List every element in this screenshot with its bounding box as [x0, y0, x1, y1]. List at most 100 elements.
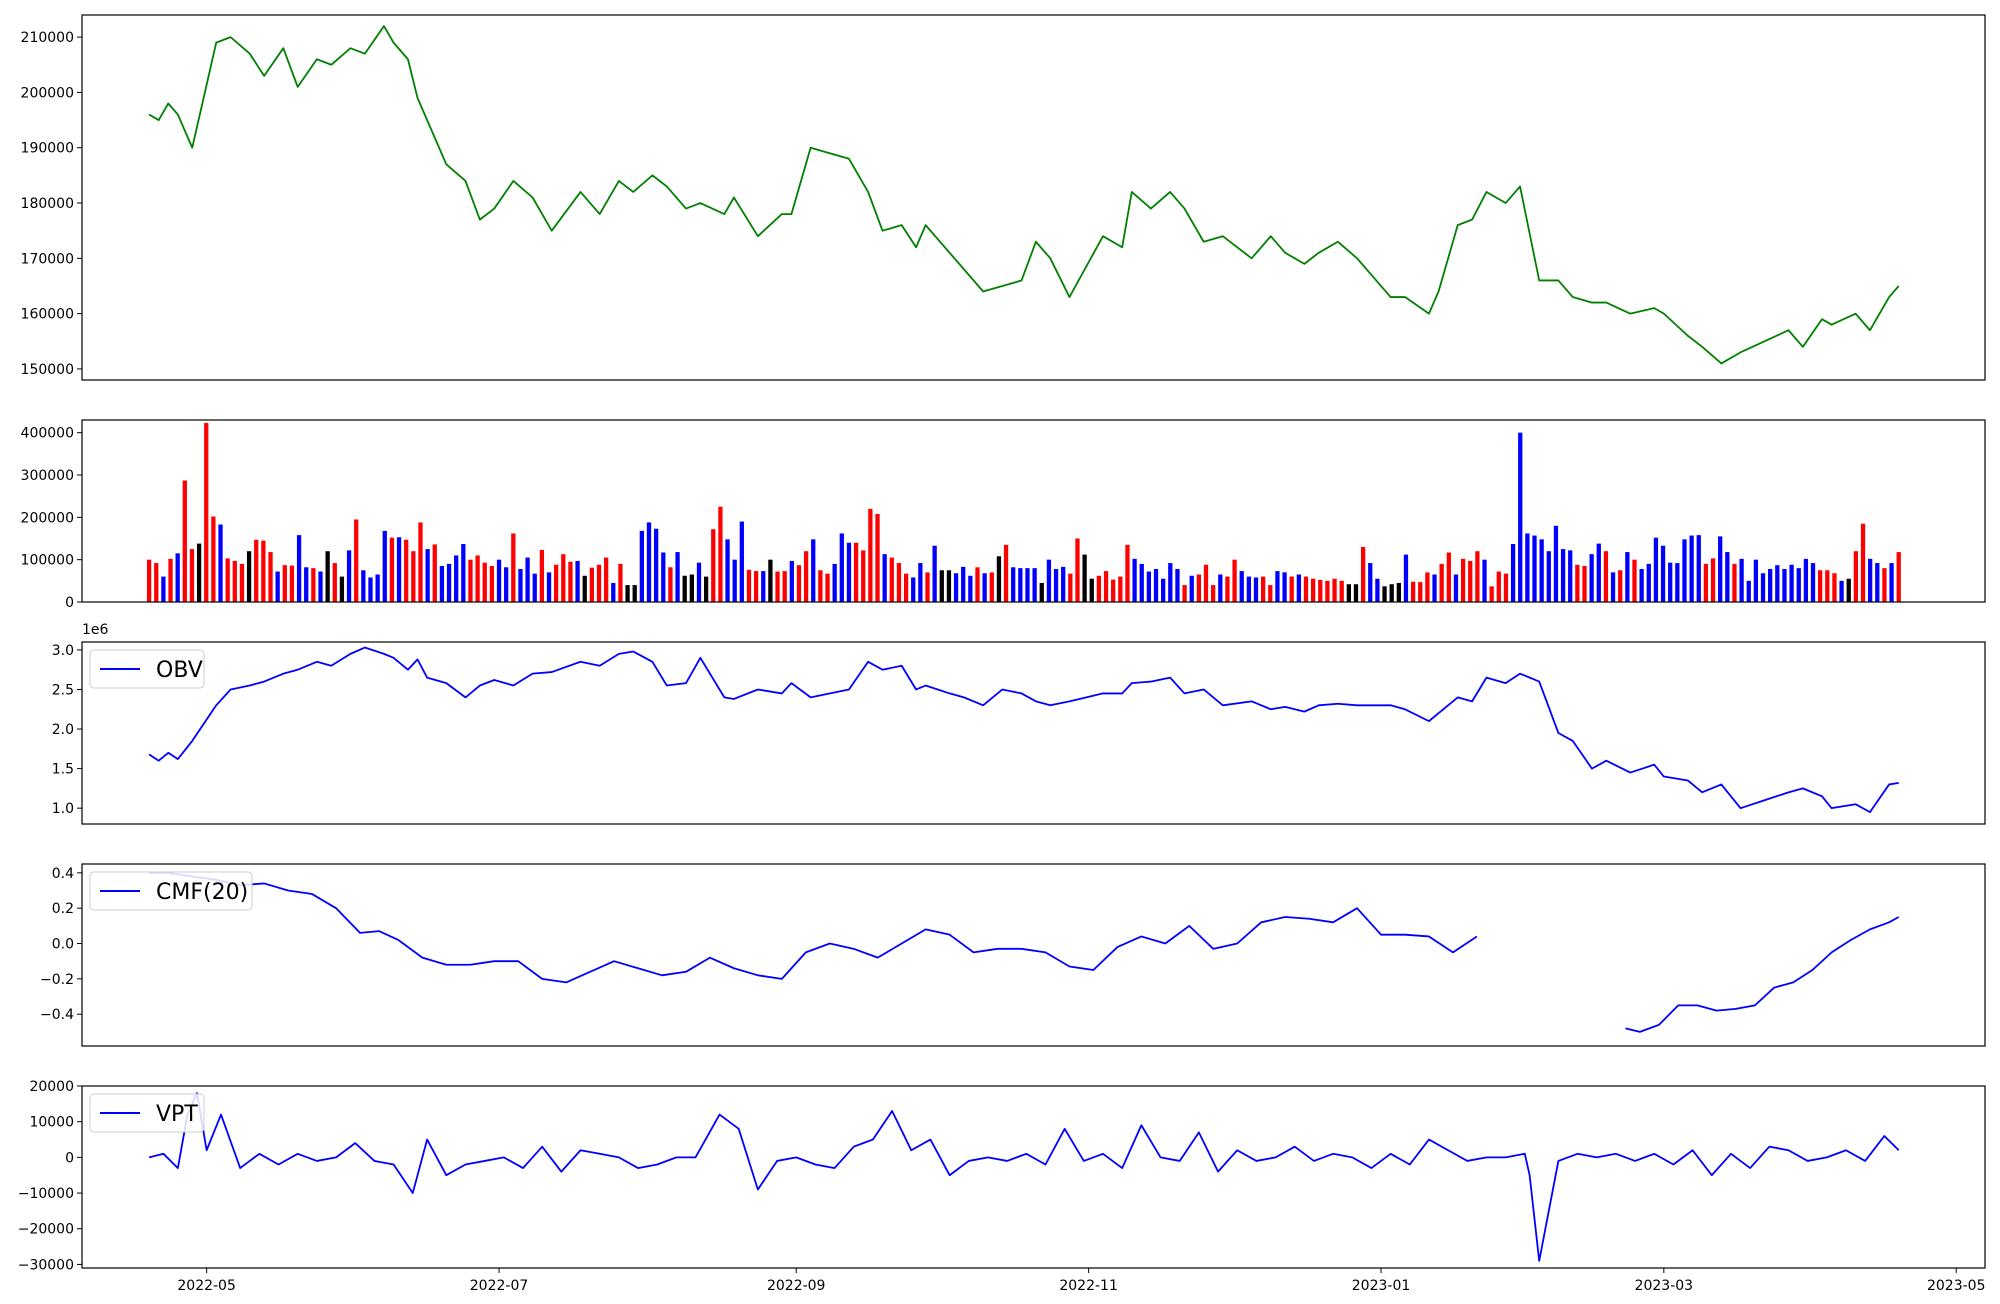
axes-frame	[81, 14, 1986, 381]
volume-bar	[289, 565, 295, 602]
volume-bar	[232, 560, 237, 602]
volume-bar	[275, 571, 280, 602]
volume-bar	[325, 551, 330, 602]
volume-bar	[168, 558, 173, 602]
volume-bar	[189, 549, 195, 602]
price-panel: 150000 160000 170000 180000 190000 200000 2100…	[21, 14, 1986, 381]
volume-bar	[1603, 551, 1609, 602]
volume-bar	[1468, 560, 1473, 602]
y-tick-label: −0.2	[40, 972, 74, 988]
y-tick-label: 2.0	[52, 722, 74, 738]
volume-bar	[1239, 571, 1244, 602]
volume-bar	[211, 516, 216, 602]
y-tick-label: 3.0	[52, 643, 74, 659]
volume-bar	[625, 585, 630, 602]
volume-bar	[225, 558, 230, 602]
volume-bar	[1282, 572, 1287, 602]
volume-bar	[1525, 533, 1530, 602]
volume-bar	[1596, 543, 1601, 602]
volume-bar	[953, 573, 959, 602]
volume-bar	[825, 573, 830, 602]
cmf-panel: −0.4 −0.2 0.0 0.2 0.4 CMF(20)	[40, 863, 1986, 1047]
volume-bar	[1646, 563, 1651, 602]
volume-bar	[611, 582, 616, 602]
volume-bar	[682, 575, 687, 602]
volume-bar	[1760, 573, 1766, 602]
volume-bar	[146, 559, 152, 602]
volume-bar	[975, 567, 980, 602]
volume-bar	[1853, 551, 1859, 602]
volume-bar	[1182, 585, 1187, 602]
vpt-panel: −30000 −20000 −10000 0 10000 20000 VPT 2022-05 2…	[18, 1079, 1986, 1294]
volume-bar	[1875, 563, 1880, 602]
y-tick-label: 0.0	[52, 937, 74, 953]
volume-bar	[182, 480, 187, 602]
volume-bar	[1203, 564, 1209, 602]
volume-bar	[1346, 584, 1351, 602]
volume-bar	[361, 570, 366, 602]
volume-bar	[639, 530, 644, 602]
y-offset-label: 1e6	[82, 622, 109, 638]
y-tick-label: −10000	[18, 1186, 74, 1202]
legend-label: VPT	[156, 1102, 198, 1127]
volume-bar	[175, 553, 180, 602]
volume-bar	[661, 552, 666, 602]
axes-frame	[81, 1085, 1986, 1269]
volume-bar	[161, 576, 166, 602]
volume-bar	[375, 574, 380, 602]
volume-bar	[318, 571, 323, 602]
volume-bar	[675, 552, 680, 602]
volume-bar	[254, 539, 259, 602]
volume-bar	[618, 563, 623, 602]
volume-bar	[1618, 570, 1623, 602]
y-tick-label: 190000	[21, 141, 74, 157]
volume-bar	[1560, 549, 1566, 602]
obv-panel: 1.0 1.5 2.0 2.5 3.0 1e6 OBV	[52, 622, 1986, 825]
volume-bar	[1303, 576, 1309, 602]
volume-bar	[1139, 563, 1144, 602]
volume-bar	[1832, 573, 1837, 602]
y-tick-label: 10000	[29, 1115, 74, 1131]
volume-bar	[654, 528, 659, 602]
volume-bar	[596, 564, 602, 602]
volume-bar	[1546, 551, 1551, 602]
volume-bar	[482, 562, 487, 602]
volume-bar	[568, 561, 573, 602]
volume-bar	[1246, 576, 1251, 602]
cmf-series-line	[1625, 916, 1900, 1033]
volume-bar	[718, 506, 723, 602]
volume-bar	[468, 559, 473, 602]
legend-box	[89, 649, 205, 689]
volume-bar	[882, 554, 887, 602]
volume-bar	[418, 522, 423, 602]
volume-bar	[875, 513, 880, 602]
y-tick-label: 1.5	[52, 762, 74, 778]
volume-bar	[1610, 572, 1616, 602]
volume-bar	[1189, 575, 1194, 602]
volume-bar	[1268, 585, 1273, 602]
volume-bar	[1503, 573, 1509, 602]
volume-bar	[968, 575, 973, 602]
volume-bar	[711, 529, 716, 602]
volume-bar	[504, 567, 509, 602]
y-tick-label: −0.4	[40, 1007, 74, 1023]
volume-bar	[1003, 544, 1009, 602]
volume-bar	[1639, 568, 1644, 602]
y-tick-label: 2.5	[52, 682, 74, 698]
volume-bar	[746, 569, 752, 602]
volume-bar	[1475, 551, 1480, 602]
volume-bar	[1318, 579, 1323, 602]
legend-label: OBV	[156, 658, 203, 683]
volume-bar	[1039, 582, 1044, 602]
volume-bar	[1332, 578, 1337, 602]
volume-bar	[1539, 539, 1544, 602]
volume-bar	[782, 571, 787, 602]
volume-bar	[1175, 568, 1180, 602]
volume-bar	[411, 551, 416, 602]
volume-bar	[853, 542, 859, 602]
volume-bar	[518, 568, 523, 602]
volume-bar	[1825, 570, 1830, 602]
volume-bar	[604, 557, 609, 602]
volume-bar	[889, 557, 894, 602]
volume-bar	[246, 551, 252, 602]
